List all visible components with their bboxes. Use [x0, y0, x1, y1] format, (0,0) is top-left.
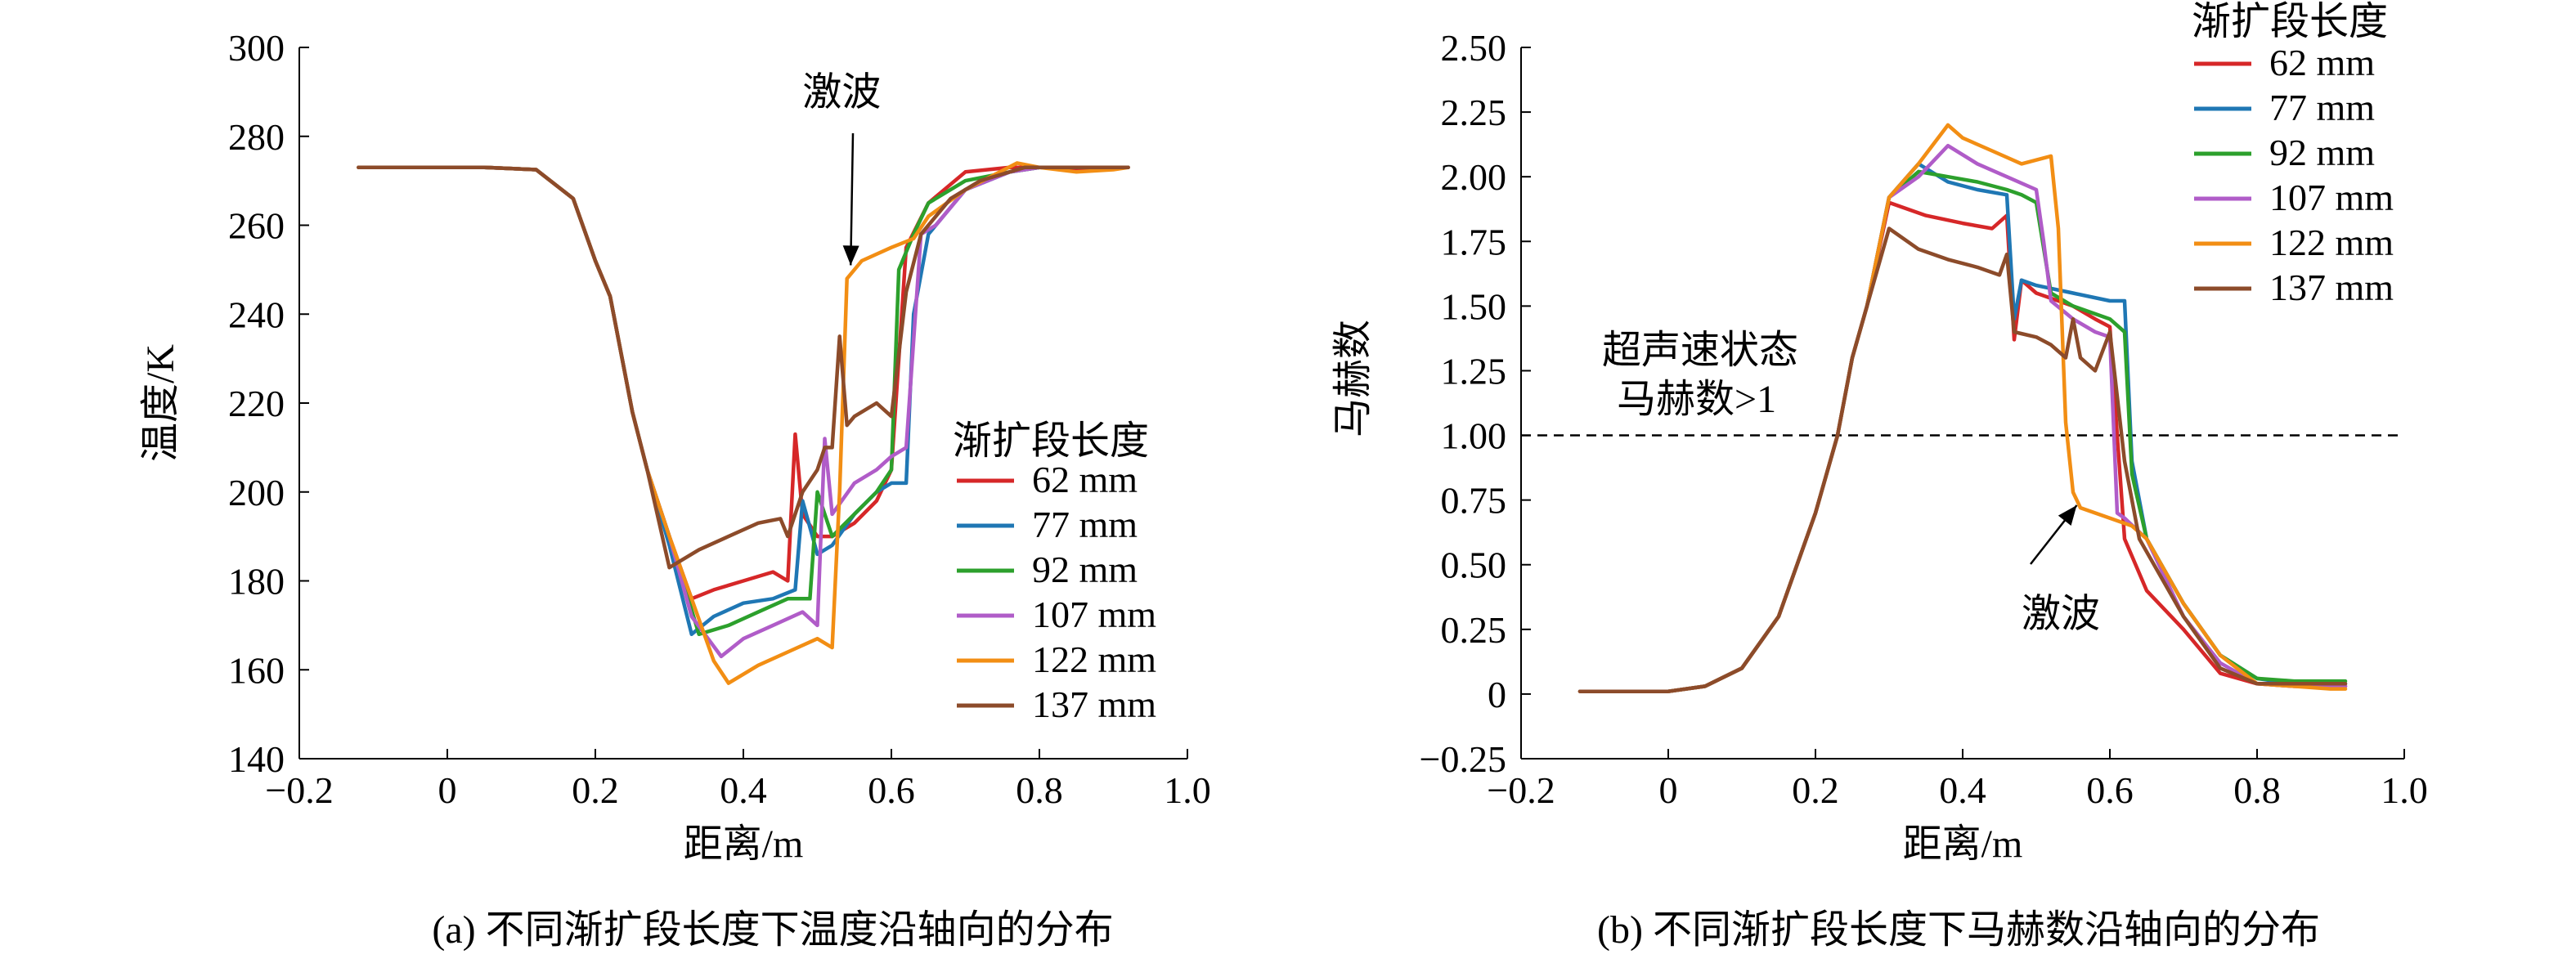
legend-label: 92 mm [1032, 549, 1138, 590]
y-tick-label: 1.00 [1441, 415, 1507, 457]
x-tick-label: 0.2 [1792, 769, 1839, 811]
annotation-arrow [849, 132, 855, 266]
legend-label: 62 mm [2269, 42, 2375, 83]
caption-a: (a) 不同渐扩段长度下温度沿轴向的分布 [432, 908, 1113, 952]
y-tick-label: 140 [228, 738, 285, 780]
x-tick-label: 1.0 [1164, 769, 1211, 811]
legend-title: 渐扩段长度 [2192, 0, 2388, 43]
legend-label: 122 mm [1032, 639, 1156, 680]
series-line-137mm [1577, 226, 2348, 693]
legend-title: 渐扩段长度 [953, 419, 1149, 463]
annotation: 激波 [802, 71, 881, 114]
x-tick-label: 0.2 [572, 769, 619, 811]
legend-label: 122 mm [2269, 222, 2394, 263]
y-tick-label: 0.50 [1441, 544, 1507, 586]
x-tick-label: 0 [438, 769, 457, 811]
y-tick-label: 260 [228, 205, 285, 247]
x-tick-label: −0.2 [1487, 769, 1555, 811]
x-tick-label: 0.6 [868, 769, 915, 811]
annotation-arrowhead [2058, 504, 2077, 527]
x-axis-title: 距离/m [684, 822, 804, 866]
x-tick-label: 0.8 [1016, 769, 1063, 811]
y-tick-label: 0.25 [1441, 609, 1507, 651]
y-tick-label: 0.75 [1441, 480, 1507, 522]
y-axis-title: 温度/K [139, 344, 182, 462]
y-tick-label: 2.00 [1441, 156, 1507, 198]
x-tick-label: 1.0 [2381, 769, 2428, 811]
y-tick-label: 1.25 [1441, 350, 1507, 392]
x-tick-label: 0.8 [2233, 769, 2281, 811]
caption-b: (b) 不同渐扩段长度下马赫数沿轴向的分布 [1597, 908, 2320, 952]
series-line-137mm [357, 165, 1130, 570]
annotation: 激波 [2022, 593, 2100, 636]
legend-label: 137 mm [1032, 683, 1156, 725]
y-tick-label: 2.50 [1441, 27, 1507, 69]
y-tick-label: 300 [228, 27, 285, 69]
legend-label: 62 mm [1032, 459, 1138, 500]
annotation: 马赫数>1 [1617, 378, 1776, 421]
chart-a: −0.2 0 0.2 0.4 0.6 0.8 1.0 140 160 180 200 220 240 26… [139, 27, 1211, 866]
y-tick-label: 220 [228, 383, 285, 424]
x-tick-label: 0.6 [2086, 769, 2134, 811]
legend-label: 107 mm [1032, 594, 1156, 635]
x-tick-label: 0.4 [720, 769, 767, 811]
y-tick-label: 200 [228, 472, 285, 513]
y-tick-label: 1.75 [1441, 221, 1507, 262]
x-tick-label: 0.4 [1939, 769, 1986, 811]
x-tick-label: −0.2 [265, 769, 333, 811]
y-tick-label: 0 [1488, 674, 1506, 715]
legend-label: 92 mm [2269, 132, 2375, 173]
x-tick-label: 0 [1659, 769, 1678, 811]
y-tick-label: 1.50 [1441, 285, 1507, 327]
legend-label: 107 mm [2269, 177, 2394, 218]
chart-b: −0.2 0 0.2 0.4 0.6 0.8 1.0 −0.25 0 0.25 0.50 0.75 1.… [1331, 0, 2428, 866]
y-tick-label: 240 [228, 294, 285, 335]
y-axis-title: 马赫数 [1331, 320, 1375, 437]
x-axis-title: 距离/m [1903, 822, 2023, 866]
y-tick-label: 160 [228, 649, 285, 691]
legend-label: 77 mm [1032, 504, 1138, 545]
y-tick-label: 280 [228, 116, 285, 158]
y-tick-label: 2.25 [1441, 92, 1507, 133]
legend-label: 137 mm [2269, 267, 2394, 308]
y-tick-label: −0.25 [1420, 738, 1506, 780]
annotation-arrowhead [842, 245, 859, 266]
legend-label: 77 mm [2269, 87, 2375, 128]
annotation: 超声速状态 [1602, 329, 1798, 372]
y-tick-label: 180 [228, 561, 285, 603]
